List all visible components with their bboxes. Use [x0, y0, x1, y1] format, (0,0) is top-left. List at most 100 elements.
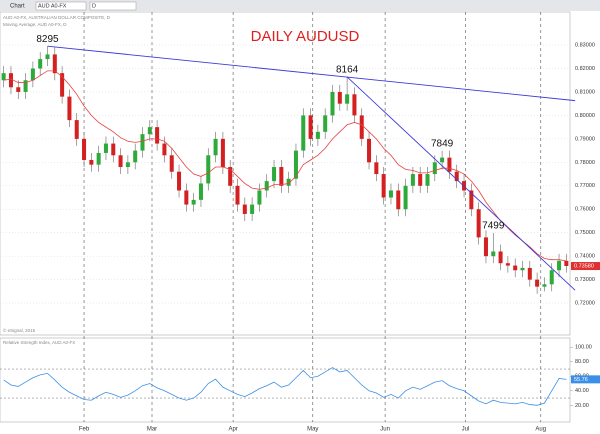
candle-body [505, 263, 510, 266]
x-tick-label: Aug [535, 427, 546, 433]
candle-body [469, 190, 474, 210]
y-tick-label: 0.79000 [575, 136, 595, 142]
candle-body [16, 87, 21, 92]
y-tick-label: 0.76000 [575, 207, 595, 213]
y-tick-label: 0.78000 [575, 160, 595, 166]
candle-body [330, 91, 335, 116]
peak-label: 7849 [431, 138, 454, 149]
candle-body [549, 270, 554, 285]
window-title: Chart [10, 4, 25, 10]
symbol[interactable]: AUD A0-FX [38, 3, 67, 9]
candle-body [206, 155, 211, 184]
x-tick-label: Jul [462, 427, 470, 433]
candle-body [96, 152, 101, 165]
y-tick-label: 0.74000 [575, 254, 595, 260]
rsi-tag [571, 375, 600, 384]
interval[interactable]: D [92, 3, 96, 9]
candle-body [213, 138, 218, 156]
rsi-tick-label: 40.00 [575, 388, 589, 394]
candle-body [242, 204, 247, 214]
y-tick-label: 0.73000 [575, 277, 595, 283]
candle-body [147, 127, 152, 135]
candle-body [483, 237, 488, 257]
candle-body [177, 171, 182, 191]
candle-body [315, 131, 320, 139]
trendline [47, 45, 576, 102]
peak-label: 8164 [336, 65, 359, 76]
candle-body [293, 150, 298, 179]
candle-body [403, 185, 408, 210]
candle-body [564, 260, 569, 267]
candle-body [491, 251, 496, 257]
candle-body [103, 143, 108, 153]
candle-body [162, 143, 167, 156]
rsi-line: Relative Strength Index, AUD A0-FX [3, 340, 75, 345]
candle-body [374, 162, 379, 175]
candle-body [388, 190, 393, 198]
y-tick-label: 0.81000 [575, 89, 595, 95]
candle-body [1, 73, 6, 81]
rsi-pane [0, 337, 571, 423]
trendline [346, 76, 576, 291]
copyright: © eSignal, 2015 [3, 327, 36, 333]
candle-body [527, 267, 532, 280]
y-tick-label: 0.72000 [575, 301, 595, 307]
price-pane [0, 11, 571, 336]
x-tick-label: Jun [380, 427, 390, 433]
moving-average [3, 70, 567, 262]
y-tick-label: 0.83000 [575, 42, 595, 48]
candle-body [513, 265, 518, 271]
rsi-tick-label: 20.00 [575, 403, 589, 409]
candle-body [67, 96, 72, 121]
candle-body [396, 190, 401, 210]
candle-body [323, 115, 328, 132]
ma-line: Moving Average, AUD A0-FX, D [3, 22, 67, 27]
candle-body [118, 155, 123, 168]
y-tick-label: 0.77000 [575, 183, 595, 189]
rsi-tag-label: 55.76 [574, 377, 588, 383]
candle-body [542, 284, 547, 287]
candle-body [454, 171, 459, 182]
candle-body [476, 209, 481, 238]
x-tick-label: May [307, 427, 318, 433]
rsi-line [3, 367, 567, 406]
candle-body [520, 267, 525, 271]
price-tag [571, 262, 600, 271]
candle-body [45, 54, 50, 60]
plot: 0.72000 0.73000 0.74000 0.75000 0.76000 0.770… [0, 12, 600, 433]
candle-body [89, 159, 94, 165]
candle-body [220, 138, 225, 168]
peak-label: 8295 [36, 34, 59, 45]
candle-body [381, 174, 386, 198]
candle-body [272, 167, 277, 182]
candle-body [250, 204, 255, 214]
candle-body [440, 157, 445, 163]
candle-body [184, 190, 189, 205]
title-bar [0, 0, 600, 11]
candle-body [367, 138, 372, 163]
x-tick-label: Mar [147, 427, 157, 433]
candle-body [111, 143, 116, 156]
candle-body [308, 115, 313, 139]
candle-body [345, 94, 350, 104]
candle-body [498, 251, 503, 264]
candle-body [352, 94, 357, 116]
rsi-tick-label: 100.00 [575, 345, 592, 351]
rsi-tick-label: 80.00 [575, 359, 589, 365]
candle-body [432, 162, 437, 175]
symbol-box[interactable] [35, 1, 87, 11]
candle-body [359, 115, 364, 139]
interval-box[interactable] [89, 1, 137, 11]
candle-body [60, 73, 65, 97]
candle-body [410, 174, 415, 186]
y-tick-label: 0.75000 [575, 230, 595, 236]
candle-body [155, 127, 160, 144]
candle-body [8, 73, 13, 88]
x-tick-label: Feb [79, 427, 90, 433]
x-tick-label: Apr [228, 427, 237, 433]
y-tick-label: 0.82000 [575, 66, 595, 72]
candle-body [279, 167, 284, 186]
candle-body [74, 120, 79, 139]
candle-body [301, 115, 306, 151]
